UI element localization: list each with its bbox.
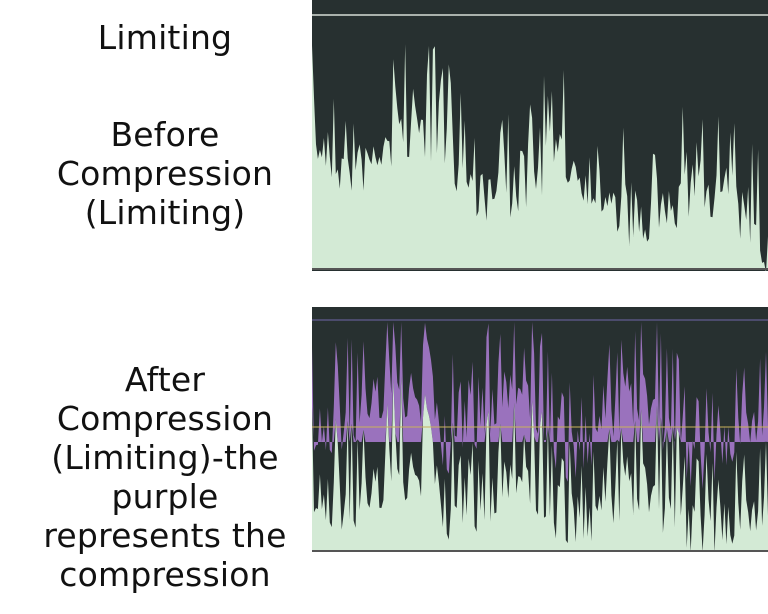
waveform-after-panel — [312, 307, 768, 552]
waveform-before-panel — [312, 0, 768, 271]
before-label-line: Compression — [56, 154, 274, 193]
after-label-line: Compression — [56, 399, 274, 438]
before-compression-label: Before Compression (Limiting) — [30, 115, 300, 232]
after-compression-label: After Compression (Limiting)-the purple … — [30, 360, 300, 594]
title-label: Limiting — [97, 18, 233, 57]
after-label-line: After — [124, 360, 206, 399]
after-label-line: (Limiting)-the — [51, 438, 279, 477]
after-label-line: compression — [59, 555, 271, 594]
before-label-line: Before — [110, 115, 220, 154]
compression-area — [312, 322, 768, 489]
before-label-line: (Limiting) — [84, 193, 246, 232]
after-label-line: purple — [111, 477, 219, 516]
waveform-after — [312, 376, 768, 552]
after-label-line: represents the — [43, 516, 287, 555]
waveform-before — [312, 44, 768, 271]
